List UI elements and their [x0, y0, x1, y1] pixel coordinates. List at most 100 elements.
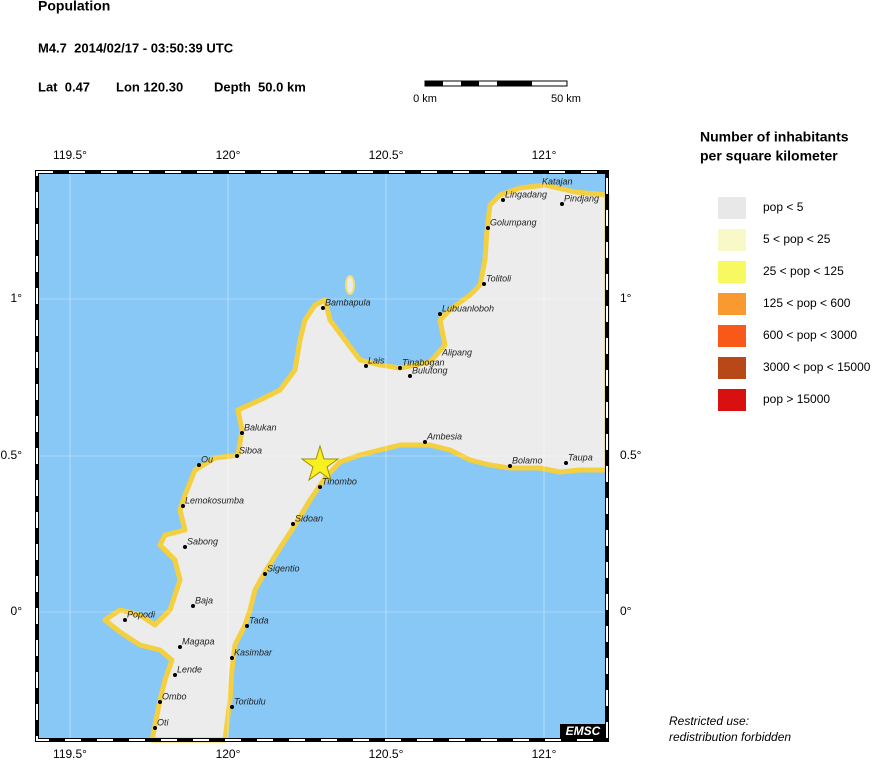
city-dot	[263, 572, 267, 576]
city-label: Balukan	[244, 422, 277, 432]
lat-tick-label: 0°	[11, 604, 23, 618]
lat-tick-label: 0.5°	[620, 448, 642, 462]
city-label: Lende	[177, 664, 202, 674]
scale-end: 50 km	[551, 93, 581, 105]
city-label: Tada	[249, 615, 269, 625]
city-dot	[318, 485, 322, 489]
city-dot	[158, 700, 162, 704]
city-label: Sidoan	[295, 513, 323, 523]
footer: Restricted use:	[669, 714, 749, 728]
credit: EMSC	[566, 724, 601, 738]
depth: Depth 50.0 km	[214, 79, 306, 94]
legend-label: pop > 15000	[763, 392, 830, 406]
legend-swatch	[718, 389, 746, 411]
city-dot	[123, 618, 127, 622]
city-dot	[423, 440, 427, 444]
lon: Lon 120.30	[116, 79, 183, 94]
city-dot	[482, 282, 486, 286]
city-dot	[564, 461, 568, 465]
legend-label: 3000 < pop < 15000	[763, 360, 871, 374]
legend-label: pop < 5	[763, 200, 804, 214]
city-label: Tinabogan	[402, 357, 444, 367]
legend-title: Number of inhabitants	[700, 129, 849, 145]
city-label: Oti	[157, 717, 170, 727]
city-label: Kasimbar	[234, 647, 273, 657]
legend-title: per square kilometer	[700, 148, 838, 164]
city-label: Baja	[195, 595, 213, 605]
city-label: Taupa	[568, 452, 593, 462]
lat: Lat 0.47	[38, 79, 90, 94]
city-label: Ombo	[162, 691, 187, 701]
lon-tick-label: 120°	[216, 148, 241, 162]
city-dot	[398, 366, 402, 370]
legend-swatch	[718, 325, 746, 347]
lon-tick-label: 121°	[532, 148, 557, 162]
city-label: Sabong	[187, 536, 218, 546]
lat-tick-label: 0°	[620, 604, 632, 618]
lon-tick-label: 120°	[216, 747, 241, 761]
city-dot	[245, 624, 249, 628]
map	[35, 170, 610, 743]
lat-tick-label: 1°	[11, 291, 23, 305]
city-label: Golumpang	[490, 217, 537, 227]
city-label: Katajan	[542, 176, 573, 186]
city-label: Ou	[201, 454, 213, 464]
legend-label: 5 < pop < 25	[763, 232, 831, 246]
lon-tick-label: 119.5°	[53, 148, 87, 162]
city-dot	[291, 522, 295, 526]
scale-start: 0 km	[413, 93, 437, 105]
city-dot	[508, 464, 512, 468]
city-dot	[183, 545, 187, 549]
footer: redistribution forbidden	[669, 730, 791, 744]
city-label: Toribulu	[234, 696, 266, 706]
city-dot	[197, 463, 201, 467]
city-label: Sigentio	[267, 563, 300, 573]
city-dot	[153, 726, 157, 730]
city-label: Bolamo	[512, 455, 543, 465]
city-label: Ambesia	[426, 431, 462, 441]
city-label: Siboa	[239, 445, 262, 455]
city-dot	[364, 364, 368, 368]
city-label: Tolitoli	[486, 273, 512, 283]
legend-swatch	[718, 261, 746, 283]
city-label: Alipang	[441, 347, 472, 357]
city-dot	[178, 645, 182, 649]
lon-tick-label: 120.5°	[369, 148, 404, 162]
city-dot	[501, 198, 505, 202]
city-label: Lemokosumba	[185, 495, 244, 505]
event: M4.7 2014/02/17 - 03:50:39 UTC	[38, 40, 234, 55]
city-dot	[230, 705, 234, 709]
legend-swatch	[718, 229, 746, 251]
city-dot	[173, 673, 177, 677]
legend-swatch	[718, 293, 746, 315]
city-dot	[408, 374, 412, 378]
city-label: Bambapula	[325, 297, 371, 307]
lon-tick-label: 119.5°	[53, 747, 87, 761]
legend-swatch	[718, 357, 746, 379]
city-label: Magapa	[182, 636, 215, 646]
city-label: Bulutong	[412, 365, 448, 375]
lat-tick-label: 1°	[620, 291, 632, 305]
scale-bar	[424, 80, 568, 87]
city-label: Lubuanloboh	[442, 303, 494, 313]
legend-swatch	[718, 197, 746, 219]
legend-label: 125 < pop < 600	[763, 296, 851, 310]
city-dot	[240, 431, 244, 435]
city-dot	[438, 312, 442, 316]
city-label: Lais	[368, 355, 385, 365]
city-dot	[560, 202, 564, 206]
lon-tick-label: 121°	[532, 747, 557, 761]
city-dot	[181, 504, 185, 508]
title: Population	[38, 0, 110, 14]
city-dot	[230, 656, 234, 660]
city-label: Pindjang	[564, 193, 599, 203]
legend-label: 25 < pop < 125	[763, 264, 844, 278]
city-label: Popodi	[127, 609, 156, 619]
city-dot	[235, 454, 239, 458]
legend-label: 600 < pop < 3000	[763, 328, 857, 342]
city-dot	[321, 306, 325, 310]
city-dot	[191, 604, 195, 608]
lon-tick-label: 120.5°	[369, 747, 404, 761]
city-label: Tinombo	[322, 476, 357, 486]
